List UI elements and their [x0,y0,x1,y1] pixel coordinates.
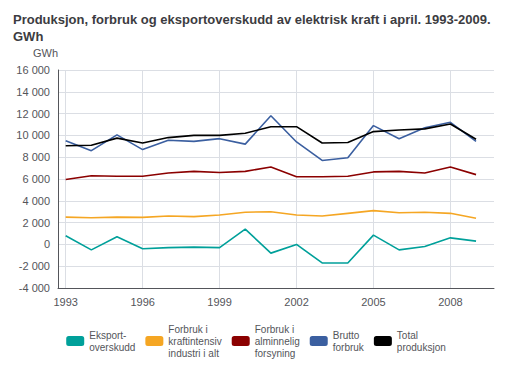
svg-text:Brutto: Brutto [333,330,360,341]
svg-text:Total: Total [397,330,418,341]
svg-text:forsyning: forsyning [255,348,296,359]
svg-text:10 000: 10 000 [16,129,50,141]
svg-text:overskudd: overskudd [89,342,135,353]
svg-text:GWh: GWh [13,29,43,44]
svg-text:1993: 1993 [53,296,77,308]
svg-text:12 000: 12 000 [16,108,50,120]
svg-text:forbruk: forbruk [333,342,365,353]
svg-text:Eksport-: Eksport- [89,330,126,341]
svg-text:Forbruk i: Forbruk i [168,324,207,335]
svg-text:alminnelig: alminnelig [255,336,300,347]
svg-text:16 000: 16 000 [16,64,50,76]
svg-text:-4 000: -4 000 [19,282,50,294]
svg-text:0: 0 [44,238,50,250]
svg-text:1996: 1996 [130,296,154,308]
svg-text:2005: 2005 [361,296,385,308]
svg-text:GWh: GWh [33,47,58,59]
svg-text:2002: 2002 [284,296,308,308]
svg-text:produksjon: produksjon [397,342,446,353]
svg-text:kraftintensiv: kraftintensiv [168,336,221,347]
svg-text:Produksjon, forbruk og eksport: Produksjon, forbruk og eksportoverskudd … [13,12,494,27]
svg-text:2 000: 2 000 [22,217,50,229]
svg-text:1999: 1999 [207,296,231,308]
svg-text:4 000: 4 000 [22,195,50,207]
svg-text:2008: 2008 [438,296,462,308]
svg-text:14 000: 14 000 [16,86,50,98]
svg-text:-2 000: -2 000 [19,260,50,272]
svg-text:8 000: 8 000 [22,151,50,163]
svg-text:6 000: 6 000 [22,173,50,185]
svg-text:Forbruk i: Forbruk i [255,324,294,335]
svg-text:industri i alt: industri i alt [168,348,219,359]
